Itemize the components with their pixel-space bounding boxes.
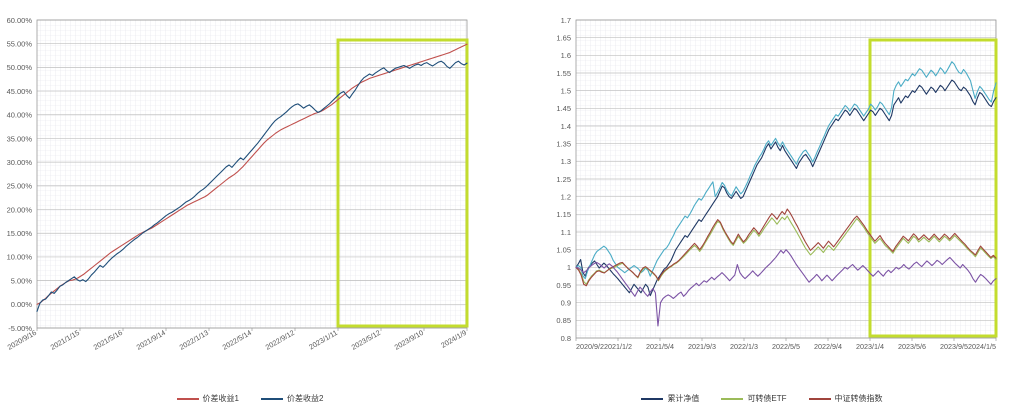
series-line-5 <box>575 249 997 327</box>
chart-panel-left: 60.00% 55.00% 50.00% 45.00% 40.00% 35.00% 30.0… <box>0 0 500 408</box>
x-axis-tick-label: 2024/1/9 <box>439 328 468 350</box>
legend-item[interactable]: 价差收益1 <box>176 393 239 404</box>
legend-item[interactable]: 累计净值 <box>641 393 699 404</box>
x-axis-tick-label: 2022/9/4 <box>814 342 842 351</box>
legend-color-swatch <box>176 397 199 400</box>
series-line-2 <box>36 60 468 312</box>
legend-color-swatch <box>808 397 831 400</box>
y-axis-tick-label: 1.25 <box>556 175 571 184</box>
x-axis-tick-label: 2021/9/14 <box>135 328 167 352</box>
y-axis-tick-label: 1.7 <box>561 16 571 25</box>
x-axis-tick-label: 2021/9/3 <box>688 342 716 351</box>
y-axis-tick-label: 0.8 <box>561 334 571 343</box>
x-axis-tick-label: 2021/1/2 <box>604 342 632 351</box>
y-axis-tick-label: 1.45 <box>556 104 571 113</box>
y-axis-tick-label: 15.00% <box>7 229 33 238</box>
x-axis-tick-label: 2023/5/6 <box>898 342 926 351</box>
y-axis-tick-label: 25.00% <box>7 182 33 191</box>
y-axis-tick-label: 1.5 <box>561 86 571 95</box>
y-axis-tick-label: 55.00% <box>7 39 33 48</box>
y-axis-tick-label: 5.00% <box>11 276 33 285</box>
y-axis-tick-label: 30.00% <box>7 158 33 167</box>
x-axis-tick-label: 2022/5/5 <box>772 342 800 351</box>
legend-color-swatch <box>261 397 283 400</box>
chart-left-plot: 60.00% 55.00% 50.00% 45.00% 40.00% 35.00% 30.0… <box>6 16 469 352</box>
y-axis-tick-label: 0.95 <box>556 281 571 290</box>
y-axis-tick-label: 50.00% <box>7 63 33 72</box>
chart-left-legend: 价差收益1 价差收益2 <box>0 393 500 404</box>
legend-label: 可转债ETF <box>747 394 787 403</box>
y-axis-tick-label: 20.00% <box>7 205 33 214</box>
x-axis-tick-label: 2022/1/13 <box>178 328 210 352</box>
x-axis-tick-label: 2023/5/12 <box>350 328 382 352</box>
chart-right-plot: 1.7 1.65 1.6 1.55 1.5 1.45 1.4 1.35 1.3 1.25 1.2 1.… <box>556 16 998 351</box>
legend-label: 价差收益2 <box>287 394 324 403</box>
y-axis-tick-label: 45.00% <box>7 87 33 96</box>
x-axis-tick-label: 2022/9/12 <box>264 328 296 352</box>
legend-color-swatch <box>721 397 744 400</box>
y-axis-tick-label: 0.85 <box>556 316 571 325</box>
highlight-region-box <box>868 38 998 338</box>
x-axis-tick-label: 2023/1/11 <box>307 328 339 352</box>
legend-item[interactable]: 价差收益2 <box>261 393 323 404</box>
y-axis-tick-label: 1.05 <box>556 245 571 254</box>
y-axis-tick-label: 1.55 <box>556 69 571 78</box>
y-axis-tick-label: 10.00% <box>7 253 33 262</box>
series-line-4 <box>575 208 997 287</box>
y-axis-tick-label: 1.1 <box>561 228 571 237</box>
series-line-2 <box>575 61 997 280</box>
y-axis-tick-label: 1.35 <box>556 139 571 148</box>
legend-item[interactable]: 中证转债指数 <box>808 393 883 404</box>
x-axis-tick-label: 2021/1/15 <box>49 328 81 352</box>
series-line-1 <box>575 79 997 297</box>
legend-label: 价差收益1 <box>202 394 239 403</box>
legend-color-swatch <box>641 397 664 400</box>
chart-panel-right: 1.7 1.65 1.6 1.55 1.5 1.45 1.4 1.35 1.3 1.25 1.2 1.… <box>500 0 1024 408</box>
y-axis-tick-label: 1.3 <box>561 157 571 166</box>
y-axis-tick-label: 1 <box>567 263 571 272</box>
x-axis-tick-label: 2023/9/5 <box>940 342 968 351</box>
y-axis-tick-label: 1.6 <box>561 51 571 60</box>
chart-right-legend: 累计净值 可转债ETF 中证转债指数 <box>500 393 1024 404</box>
y-axis-tick-label: 35.00% <box>7 134 33 143</box>
series-line-1 <box>36 43 468 305</box>
highlight-region-box <box>336 38 469 328</box>
x-axis-tick-label: 2022/1/3 <box>730 342 758 351</box>
x-axis-tick-label: 2020/9/2 <box>576 342 604 351</box>
legend-label: 中证转债指数 <box>834 394 883 403</box>
x-axis-tick-label: 2023/9/10 <box>393 328 425 352</box>
x-axis-tick-label: 2021/5/4 <box>646 342 674 351</box>
x-axis-tick-label: 2023/1/4 <box>856 342 884 351</box>
legend-label: 累计净值 <box>667 394 700 403</box>
y-axis-tick-label: 1.65 <box>556 33 571 42</box>
y-axis-tick-label: -5.00% <box>8 324 32 333</box>
x-axis-tick-label: 2021/5/16 <box>92 328 124 352</box>
y-axis-tick-label: 0.00% <box>11 300 33 309</box>
y-axis-tick-label: 0.9 <box>561 298 571 307</box>
x-axis-tick-label: 2024/1/5 <box>968 342 996 351</box>
y-axis-tick-label: 1.4 <box>561 122 571 131</box>
y-axis-tick-label: 40.00% <box>7 111 33 120</box>
y-axis-tick-label: 1.15 <box>556 210 571 219</box>
y-axis-tick-label: 60.00% <box>7 16 33 25</box>
legend-item[interactable]: 可转债ETF <box>721 393 787 404</box>
y-axis-tick-label: 1.2 <box>561 192 571 201</box>
x-axis-tick-label: 2022/5/14 <box>221 328 253 352</box>
